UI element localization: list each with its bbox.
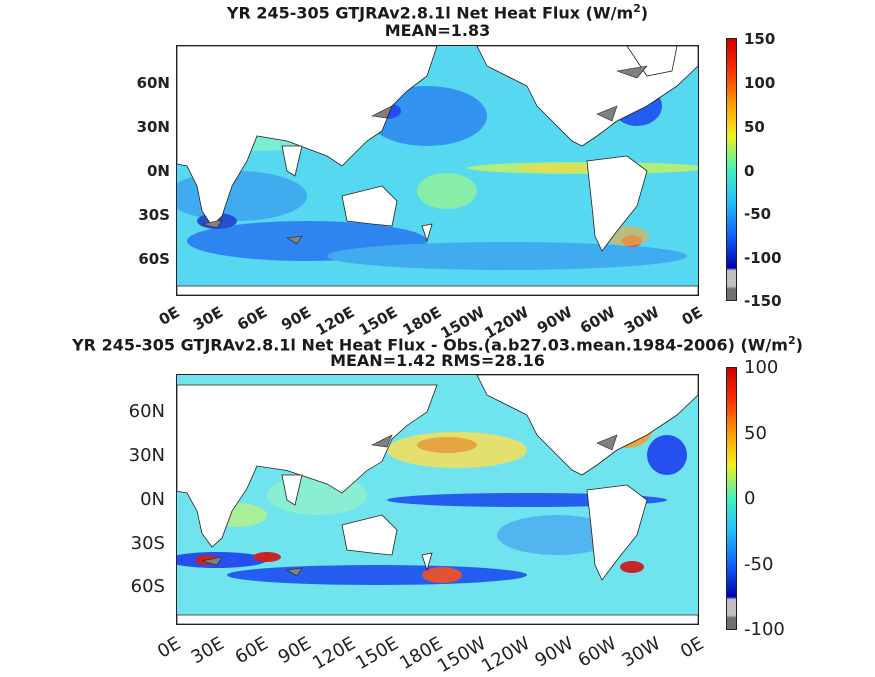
x-tick-label: 0E bbox=[677, 633, 708, 663]
x-tick-label: 90E bbox=[277, 303, 314, 335]
colorbar-tick-label: 100 bbox=[744, 74, 776, 92]
x-tick-label: 60E bbox=[234, 303, 271, 335]
map-plot-2 bbox=[176, 374, 699, 625]
chart-title-1: YR 245-305 GTJRAv2.8.1l Net Heat Flux (W… bbox=[226, 2, 649, 23]
x-tick-label: 150E bbox=[352, 633, 403, 675]
x-tick-label: 120E bbox=[308, 633, 359, 675]
colorbar-tick-label: -150 bbox=[744, 292, 782, 310]
y-tick-label: 0N bbox=[140, 489, 165, 510]
x-tick-label: 60E bbox=[231, 633, 272, 669]
sea-ice-1 bbox=[201, 65, 648, 245]
x-tick-label: 0E bbox=[679, 303, 706, 329]
colorbar-tick-label: 0 bbox=[744, 162, 755, 180]
x-tick-label: 90E bbox=[275, 633, 316, 669]
chart-subtitle-1: MEAN=1.83 bbox=[384, 21, 491, 40]
map-svg-1 bbox=[177, 46, 698, 295]
colorbar-tick-label: -50 bbox=[744, 554, 774, 575]
chart-subtitle-2: MEAN=1.42 RMS=28.16 bbox=[330, 351, 545, 370]
sea-ice-2 bbox=[201, 434, 618, 577]
colorbar-tick-label: -100 bbox=[744, 619, 785, 640]
y-tick-label: 60N bbox=[128, 401, 165, 422]
y-tick-label: 30N bbox=[136, 118, 170, 136]
y-tick-label: 30S bbox=[130, 533, 165, 554]
y-tick-label: 60S bbox=[130, 576, 165, 597]
colorbar-tick-label: 100 bbox=[744, 357, 779, 378]
colorbar-tick-label: 150 bbox=[744, 30, 776, 48]
y-tick-label: 30S bbox=[138, 206, 170, 224]
colorbar-1 bbox=[726, 38, 737, 301]
x-tick-label: 150W bbox=[433, 633, 490, 677]
map-svg-2 bbox=[177, 375, 698, 624]
x-tick-label: 30W bbox=[618, 633, 664, 672]
land-masses-2 bbox=[177, 375, 698, 624]
x-tick-label: 30E bbox=[190, 303, 227, 335]
colorbar-tick-label: -100 bbox=[744, 249, 782, 267]
x-tick-label: 0E bbox=[156, 303, 183, 329]
x-tick-label: 0E bbox=[154, 633, 185, 663]
x-tick-label: 120W bbox=[477, 633, 534, 677]
x-tick-label: 30E bbox=[187, 633, 229, 669]
y-tick-label: 30N bbox=[128, 445, 165, 466]
colorbar-tick-label: 50 bbox=[744, 118, 765, 136]
x-tick-label: 90W bbox=[531, 633, 577, 672]
colorbar-tick-label: 0 bbox=[744, 488, 756, 509]
y-tick-label: 60N bbox=[136, 74, 170, 92]
colorbar-tick-label: 50 bbox=[744, 423, 767, 444]
colorbar-2 bbox=[726, 367, 737, 630]
map-plot-1 bbox=[176, 45, 699, 296]
colorbar-tick-label: -50 bbox=[744, 205, 772, 223]
y-tick-label: 60S bbox=[138, 250, 170, 268]
chart-title-2: YR 245-305 GTJRAv2.8.1l Net Heat Flux - … bbox=[72, 334, 803, 355]
y-tick-label: 0N bbox=[147, 162, 170, 180]
x-tick-label: 60W bbox=[574, 633, 621, 672]
